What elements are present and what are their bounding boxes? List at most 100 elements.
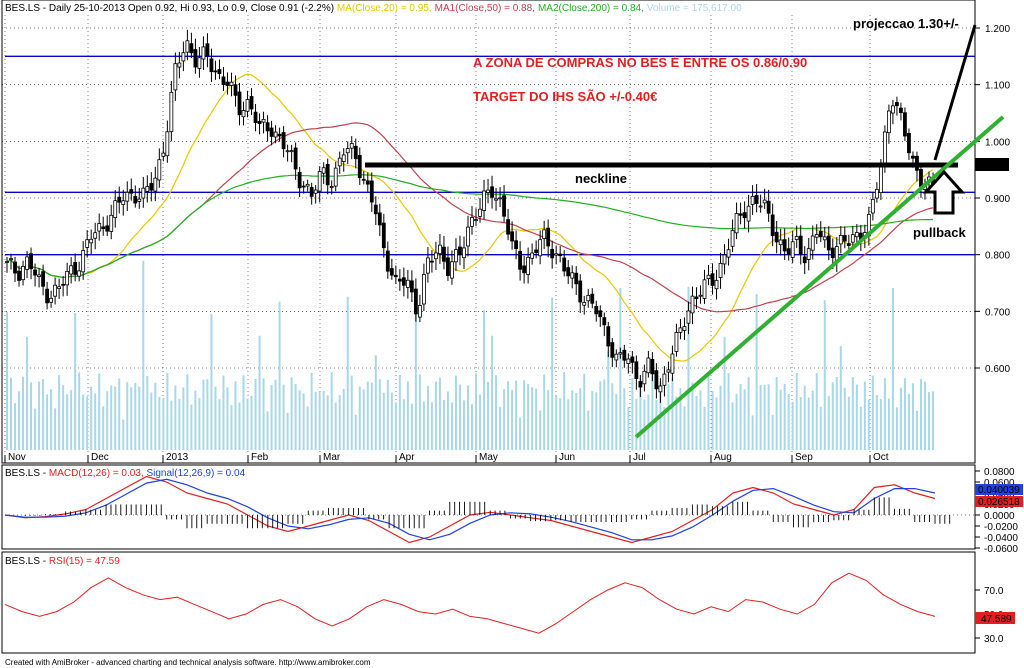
- volume-bar: [178, 398, 181, 450]
- price-bar-body: [562, 257, 567, 272]
- projection-annotation: projeccao 1.30+/-: [853, 16, 959, 31]
- volume-bar: [479, 394, 482, 450]
- volume-bar: [66, 394, 69, 450]
- volume-bar: [398, 375, 401, 450]
- price-bar-body: [417, 305, 422, 318]
- volume-bar: [434, 381, 437, 450]
- price-bar-body: [654, 370, 659, 390]
- price-bar-body: [333, 167, 338, 187]
- volume-bar: [198, 397, 201, 450]
- price-bar-body: [438, 244, 442, 255]
- volume-bar: [270, 385, 273, 450]
- volume-bar: [222, 375, 225, 450]
- price-bar-body: [602, 317, 607, 326]
- price-bar-body: [277, 133, 282, 137]
- volume-bar: [194, 390, 197, 450]
- price-bar-body: [742, 212, 747, 219]
- price-bar-body: [77, 270, 82, 277]
- volume-bar: [887, 398, 890, 450]
- price-bar-body: [341, 154, 346, 162]
- price-bar-body: [578, 280, 583, 303]
- price-bar-body: [329, 186, 334, 188]
- price-bar-body: [273, 131, 278, 138]
- price-bar-body: [714, 279, 719, 290]
- ma20-line: [6, 73, 934, 362]
- price-bar-body: [514, 240, 518, 250]
- volume-bar: [118, 378, 121, 450]
- price-bar-body: [786, 248, 791, 255]
- volume-bar: [563, 372, 566, 450]
- price-bar-body: [498, 197, 502, 200]
- volume-bar: [679, 387, 682, 450]
- volume-bar: [82, 394, 85, 450]
- volume-bar: [358, 386, 361, 450]
- price-bar-body: [534, 249, 539, 254]
- price-tick-label: 1.100: [985, 81, 1010, 92]
- volume-bar: [394, 402, 397, 450]
- volume-bar: [823, 300, 826, 450]
- price-bar-body: [690, 295, 695, 314]
- volume-bar: [923, 381, 926, 450]
- price-bar-body: [37, 274, 41, 277]
- volume-bar: [54, 408, 57, 450]
- signal-badge: [975, 496, 1023, 507]
- price-bar-body: [710, 273, 715, 286]
- volume-bar: [703, 406, 706, 450]
- volume-bar: [471, 404, 474, 450]
- volume-bar: [895, 407, 898, 450]
- volume-bar: [266, 411, 269, 450]
- price-bar-body: [586, 294, 591, 302]
- volume-bar: [595, 392, 598, 450]
- price-bar-body: [165, 131, 170, 157]
- price-bar-body: [169, 91, 174, 133]
- volume-bar: [230, 405, 233, 450]
- volume-bar: [186, 374, 189, 450]
- price-bar-body: [895, 102, 899, 107]
- volume-bar: [410, 403, 413, 450]
- volume-bar: [174, 385, 177, 450]
- volume-bar: [170, 400, 173, 450]
- month-label: Feb: [251, 452, 269, 463]
- price-bar-body: [570, 272, 575, 279]
- ma200-line: [6, 174, 934, 278]
- price-bar-body: [401, 277, 406, 286]
- volume-bar: [86, 396, 89, 450]
- price-bar-body: [878, 165, 883, 193]
- price-bar-body: [706, 274, 711, 279]
- volume-bar: [442, 399, 445, 450]
- month-label: 2013: [166, 452, 189, 463]
- price-bar-body: [911, 155, 915, 159]
- price-bar-body: [141, 187, 146, 199]
- price-bar-body: [317, 171, 322, 192]
- price-bar-body: [726, 249, 731, 258]
- volume-bar: [406, 381, 409, 450]
- volume-bar: [911, 383, 914, 450]
- price-bar-body: [582, 301, 587, 306]
- volume-bar: [727, 373, 730, 450]
- price-bar-body: [221, 76, 226, 85]
- volume-bar: [10, 377, 13, 450]
- volume-bar: [603, 379, 606, 450]
- volume-bar: [719, 385, 722, 450]
- volume-bar: [134, 382, 137, 450]
- volume-bar: [711, 391, 714, 450]
- price-bar-body: [854, 232, 859, 238]
- price-bar-body: [466, 226, 470, 247]
- price-bar-body: [305, 183, 310, 187]
- price-bar-body: [17, 270, 21, 281]
- price-bar-body: [482, 190, 486, 211]
- price-bar-body: [907, 132, 911, 154]
- volume-bar: [78, 372, 81, 450]
- price-bar-body: [249, 96, 254, 110]
- volume-bar: [691, 382, 694, 450]
- price-bar-body: [630, 356, 635, 363]
- price-bar-body: [891, 105, 895, 114]
- month-label: Apr: [399, 452, 415, 463]
- price-bar-body: [554, 253, 559, 256]
- price-bar-body: [357, 155, 362, 179]
- month-axis: Nov Dec 2013 Feb Mar Apr May Jun Jul Aug Sep Oct: [4, 452, 889, 463]
- volume-bar: [499, 406, 502, 450]
- price-bar-body: [265, 122, 270, 132]
- volume-bar: [38, 381, 41, 450]
- neckline-label: neckline: [575, 171, 627, 186]
